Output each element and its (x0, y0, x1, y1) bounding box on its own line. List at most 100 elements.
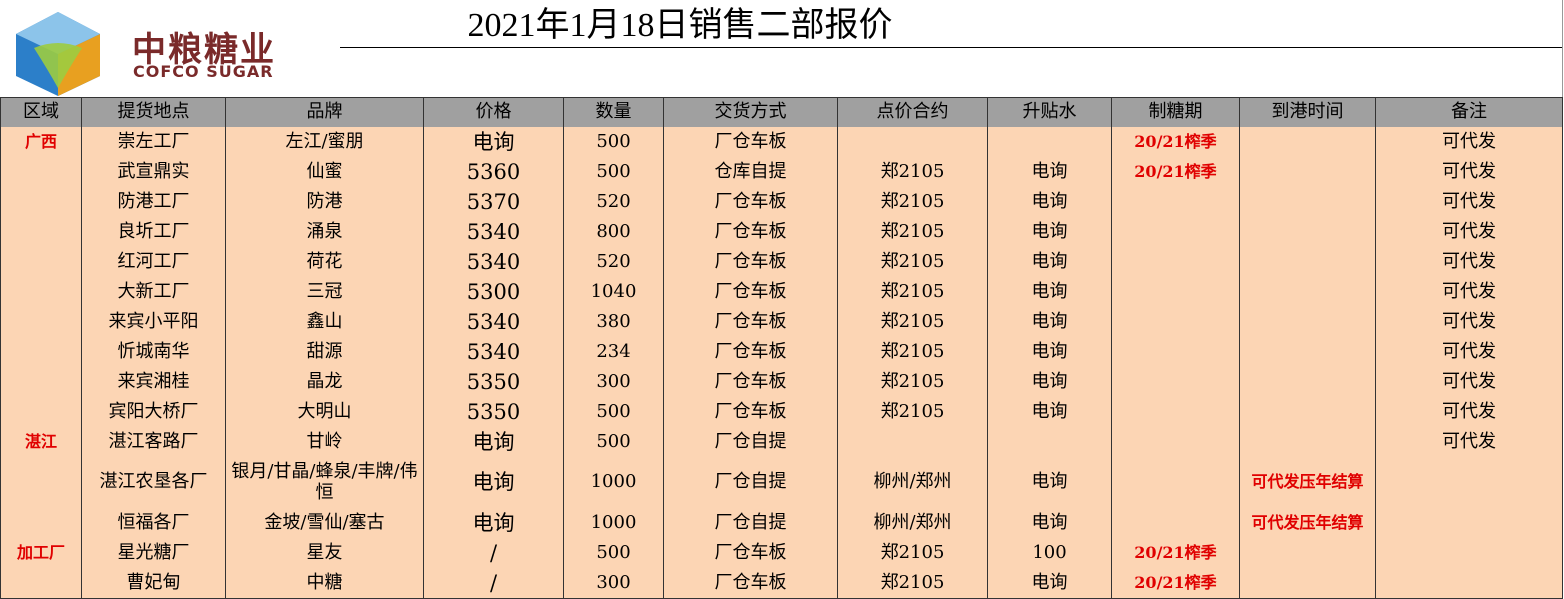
table-cell: 1000 (564, 508, 664, 539)
table-cell: 鑫山 (226, 307, 424, 338)
table-cell: 崇左工厂 (82, 127, 226, 158)
table-cell: 1040 (564, 277, 664, 308)
table-cell: 500 (564, 127, 664, 158)
table-cell (1376, 568, 1563, 599)
table-cell: / (424, 538, 564, 569)
column-header: 点价合约 (838, 97, 988, 128)
table-cell (0, 157, 82, 188)
table-cell: 郑2105 (838, 307, 988, 338)
table-cell (0, 307, 82, 338)
table-cell: 可代发 (1376, 187, 1563, 218)
table-cell: 电询 (424, 127, 564, 158)
table-cell: 电询 (988, 457, 1112, 509)
table-cell (1112, 337, 1240, 368)
table-cell: 厂仓车板 (664, 538, 838, 569)
table-cell: 5370 (424, 187, 564, 218)
table-cell (1112, 217, 1240, 248)
table-cell: 电询 (424, 457, 564, 509)
table-cell: 星光糖厂 (82, 538, 226, 569)
table-cell: 厂仓车板 (664, 337, 838, 368)
table-cell: 郑2105 (838, 337, 988, 368)
logo-text: COFCO SUGAR (133, 62, 274, 81)
table-cell (1240, 277, 1376, 308)
table-cell: 郑2105 (838, 277, 988, 308)
table-cell (1376, 538, 1563, 569)
table-cell: 防港工厂 (82, 187, 226, 218)
table-cell (1240, 538, 1376, 569)
table-cell: 5300 (424, 277, 564, 308)
table-cell (1240, 157, 1376, 188)
table-cell: 厂仓车板 (664, 187, 838, 218)
table-cell: 5340 (424, 337, 564, 368)
table-cell: 20/21榨季 (1112, 568, 1240, 599)
table-cell: 可代发 (1376, 397, 1563, 428)
table-cell: 电询 (988, 217, 1112, 248)
table-cell: 厂仓车板 (664, 397, 838, 428)
table-cell: 湛江农垦各厂 (82, 457, 226, 509)
table-cell: 金坡/雪仙/塞古 (226, 508, 424, 539)
title-underline (340, 47, 1562, 48)
table-cell: 郑2105 (838, 538, 988, 569)
table-cell: 5340 (424, 217, 564, 248)
table-cell: 厂仓自提 (664, 508, 838, 539)
table-cell (0, 367, 82, 398)
table-cell (0, 457, 82, 509)
table-cell (1240, 427, 1376, 458)
table-cell: 厂仓车板 (664, 217, 838, 248)
table-cell (1112, 427, 1240, 458)
table-cell: 厂仓车板 (664, 307, 838, 338)
table-cell: 星友 (226, 538, 424, 569)
table-cell: 郑2105 (838, 187, 988, 218)
table-cell: 大新工厂 (82, 277, 226, 308)
column-header: 备注 (1376, 97, 1563, 128)
table-cell: 5350 (424, 367, 564, 398)
table-cell: 可代发 (1376, 337, 1563, 368)
table-cell: 甘岭 (226, 427, 424, 458)
table-cell: 可代发 (1376, 307, 1563, 338)
table-cell: 厂仓车板 (664, 247, 838, 278)
table-cell: 来宾小平阳 (82, 307, 226, 338)
table-cell: 仓库自提 (664, 157, 838, 188)
column-header: 制糖期 (1112, 97, 1240, 128)
table-cell: 防港 (226, 187, 424, 218)
table-cell: 20/21榨季 (1112, 127, 1240, 158)
table-cell: 郑2105 (838, 157, 988, 188)
table-cell: 三冠 (226, 277, 424, 308)
table-cell: 厂仓车板 (664, 367, 838, 398)
table-cell: 500 (564, 427, 664, 458)
table-cell: 甜源 (226, 337, 424, 368)
table-cell: 1000 (564, 457, 664, 509)
table-cell (988, 127, 1112, 158)
table-cell: 电询 (424, 427, 564, 458)
column-header: 提货地点 (82, 97, 226, 128)
table-cell: 520 (564, 247, 664, 278)
table-cell: 晶龙 (226, 367, 424, 398)
logo-icon (16, 12, 100, 96)
table-cell: 500 (564, 397, 664, 428)
column-header: 数量 (564, 97, 664, 128)
table-cell: 湛江客路厂 (82, 427, 226, 458)
table-cell (0, 397, 82, 428)
table-cell: 柳州/郑州 (838, 457, 988, 509)
table-cell: 来宾湘桂 (82, 367, 226, 398)
column-header: 价格 (424, 97, 564, 128)
table-cell: 电询 (988, 508, 1112, 539)
table-cell: 红河工厂 (82, 247, 226, 278)
table-cell: 郑2105 (838, 217, 988, 248)
table-cell: 忻城南华 (82, 337, 226, 368)
table-cell: 电询 (988, 157, 1112, 188)
border (1562, 0, 1563, 97)
table-cell (1112, 277, 1240, 308)
table-cell: 300 (564, 367, 664, 398)
table-cell (1112, 307, 1240, 338)
table-cell (1112, 187, 1240, 218)
table-cell: 广西 (0, 127, 82, 158)
table-cell: 荷花 (226, 247, 424, 278)
table-cell: 电询 (988, 247, 1112, 278)
table-cell (0, 508, 82, 539)
table-cell: 可代发 (1376, 127, 1563, 158)
table-cell: 郑2105 (838, 367, 988, 398)
table-cell: 郑2105 (838, 397, 988, 428)
table-cell: 234 (564, 337, 664, 368)
